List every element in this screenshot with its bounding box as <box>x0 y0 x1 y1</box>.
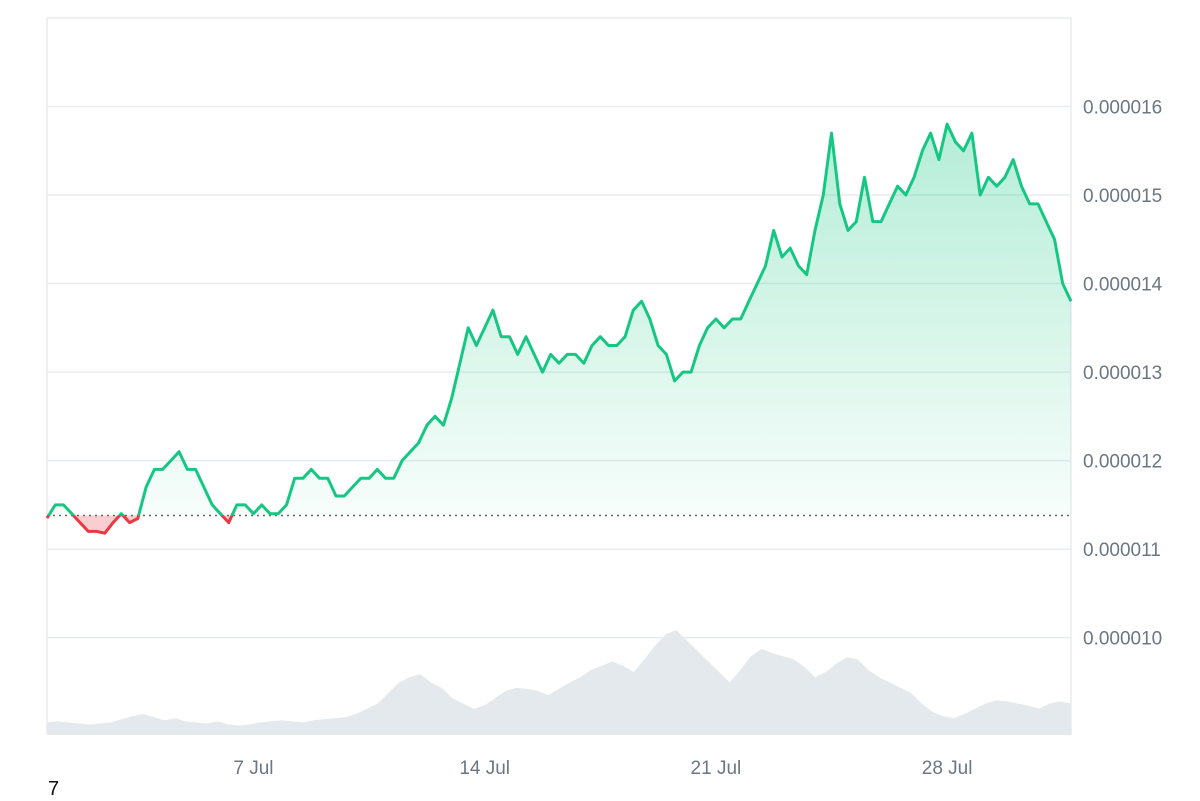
grid-lines <box>46 17 1072 735</box>
volume-area <box>47 630 1071 735</box>
y-axis: 0.000016 0.000015 0.000014 0.000013 0.000012… <box>1083 98 1163 650</box>
x-tick-label: 28 Jul <box>922 758 973 779</box>
price-area <box>47 124 1071 534</box>
volume-shape <box>47 630 1071 735</box>
price-area-above <box>48 124 1071 516</box>
x-axis: 7 Jul 14 Jul 21 Jul 28 Jul <box>233 758 972 779</box>
price-line <box>45 122 1073 535</box>
y-tick-label: 0.000011 <box>1083 540 1161 561</box>
x-tick-label: 21 Jul <box>691 758 742 779</box>
y-tick-label: 0.000016 <box>1083 98 1162 119</box>
price-line-up <box>46 122 1073 516</box>
y-tick-label: 0.000015 <box>1083 186 1162 207</box>
footer-note: 7 <box>48 778 60 800</box>
y-tick-label: 0.000012 <box>1083 452 1162 473</box>
y-tick-label: 0.000014 <box>1083 275 1163 296</box>
x-tick-label: 14 Jul <box>459 758 510 779</box>
x-tick-label: 7 Jul <box>233 758 273 779</box>
y-tick-label: 0.000010 <box>1083 629 1162 650</box>
y-tick-label: 0.000013 <box>1083 363 1162 384</box>
